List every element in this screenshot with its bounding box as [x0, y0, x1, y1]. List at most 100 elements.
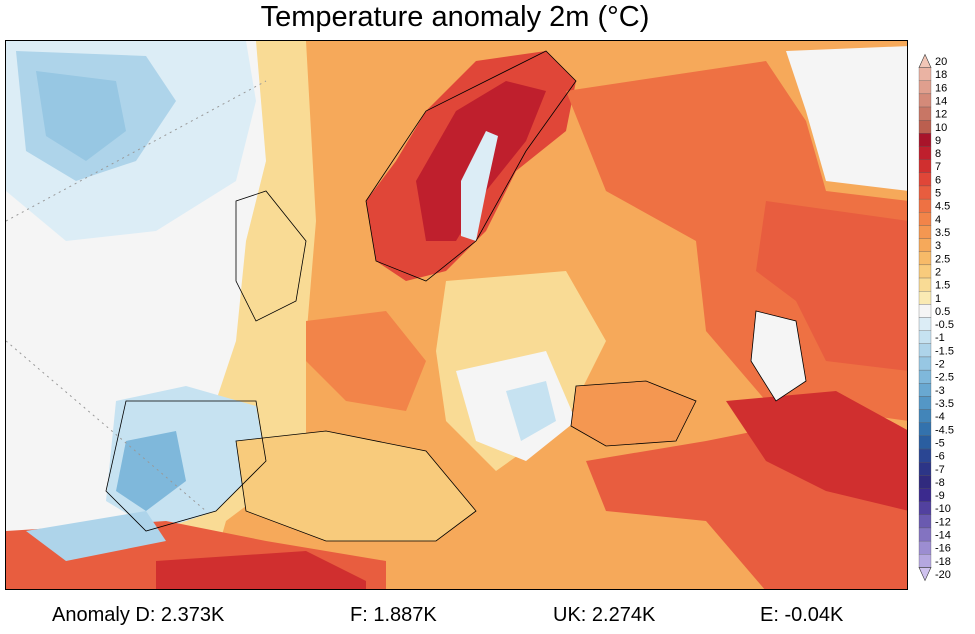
legend-swatch	[918, 225, 932, 239]
legend-label: -12	[935, 516, 951, 528]
legend-swatch	[918, 159, 932, 173]
legend-swatch	[918, 540, 932, 555]
legend-label: 5	[935, 188, 941, 200]
legend-swatch	[918, 501, 932, 515]
legend-label: -9	[935, 490, 945, 502]
legend-label: 18	[935, 69, 947, 81]
legend-label: 8	[935, 148, 941, 160]
legend-swatch	[918, 238, 932, 252]
legend-label: -2.5	[935, 372, 954, 384]
caucasus-hot	[726, 391, 907, 511]
black-sea	[571, 381, 696, 446]
legend-label: 16	[935, 82, 947, 94]
legend-label: 7	[935, 161, 941, 173]
legend-label: 1.5	[935, 280, 950, 292]
legend-label: 1	[935, 293, 941, 305]
map-canvas	[6, 41, 907, 589]
legend-label: 12	[935, 109, 947, 121]
legend-label: -0.5	[935, 319, 954, 331]
scandinavia-coast	[365, 50, 577, 282]
legend-label: -18	[935, 556, 951, 568]
anomaly-footer: Anomaly D: 2.373K F: 1.887K UK: 2.274K E…	[0, 604, 975, 634]
legend-swatch	[918, 409, 932, 423]
legend-label: -6	[935, 451, 945, 463]
legend-swatch	[918, 198, 932, 213]
legend-swatch	[918, 277, 932, 292]
morocco-cool	[26, 511, 166, 561]
anomaly-germany: Anomaly D: 2.373K	[52, 604, 225, 626]
legend-label: -8	[935, 477, 945, 489]
legend-label: -10	[935, 503, 951, 515]
legend-swatch	[918, 554, 932, 568]
legend-swatch	[918, 527, 932, 542]
legend-swatch	[918, 80, 932, 95]
legend-label: -4.5	[935, 424, 954, 436]
legend-label: -4	[935, 411, 945, 423]
legend-swatch	[918, 133, 932, 147]
iberia-coast	[105, 400, 267, 532]
legend-label: -3.5	[935, 398, 954, 410]
legend-swatch	[918, 212, 932, 226]
legend-swatch	[918, 120, 932, 134]
legend-swatch	[918, 146, 932, 160]
legend-swatch	[918, 448, 932, 463]
iberia-cold-core	[116, 431, 186, 511]
legend-swatch	[918, 475, 932, 489]
legend-swatch	[918, 304, 932, 318]
legend-label: -5	[935, 437, 945, 449]
legend-label: -14	[935, 530, 951, 542]
legend-label: 2	[935, 266, 941, 278]
legend-swatch	[918, 462, 932, 476]
legend-swatch	[918, 67, 932, 81]
legend-swatch	[918, 172, 932, 187]
legend-arrow-bottom	[918, 567, 932, 582]
legend-swatch	[918, 383, 932, 397]
legend-label: 6	[935, 174, 941, 186]
legend-label: -7	[935, 464, 945, 476]
graticule-line	[6, 340, 207, 512]
anomaly-france: F: 1.887K	[350, 604, 437, 626]
caspian-coast	[750, 310, 807, 402]
legend-swatch	[918, 435, 932, 450]
legend-label: 14	[935, 95, 947, 107]
legend-label: 0.5	[935, 306, 950, 318]
mediterranean-coast	[235, 430, 477, 542]
romania-cool	[506, 381, 556, 441]
graticule-line	[6, 80, 267, 222]
legend-swatch	[918, 396, 932, 410]
alps-warm	[306, 311, 426, 411]
black-sea-coast	[570, 380, 697, 447]
legend-label: 3.5	[935, 227, 950, 239]
kazakhstan-warm	[756, 201, 907, 371]
anomaly-spain: E: -0.04K	[760, 604, 844, 626]
anomaly-map[interactable]	[5, 40, 908, 590]
legend-label: 9	[935, 135, 941, 147]
legend-label: 4	[935, 214, 941, 226]
legend-label: 20	[935, 56, 947, 68]
legend-label: 10	[935, 122, 947, 134]
legend-swatch	[918, 251, 932, 266]
legend-swatch	[918, 488, 932, 502]
legend-label: 4.5	[935, 201, 950, 213]
mediterranean-sea	[236, 431, 476, 541]
legend-swatch	[918, 106, 932, 121]
caspian-sea	[751, 311, 806, 401]
legend-swatch	[918, 422, 932, 437]
color-legend: 20 18 16 14 12 10 9 8 7 6 5 4.5 4 3.5 3 2.5 2 1.5 1 0.5 -0.5…	[917, 53, 972, 582]
sahara-hot	[156, 551, 366, 589]
legend-swatch	[918, 369, 932, 384]
legend-swatch	[918, 317, 932, 331]
anomaly-uk: UK: 2.274K	[553, 604, 656, 626]
legend-swatch	[918, 343, 932, 358]
legend-label: -2	[935, 359, 945, 371]
legend-swatch	[918, 185, 932, 200]
legend-label: -16	[935, 543, 951, 555]
north-russia-neutral	[786, 46, 907, 191]
legend-label: -20	[935, 569, 951, 581]
legend-swatch	[918, 93, 932, 108]
legend-swatch	[918, 356, 932, 371]
map-title: Temperature anomaly 2m (°C)	[260, 1, 650, 33]
legend-swatch	[918, 264, 932, 279]
legend-label: 3	[935, 240, 941, 252]
